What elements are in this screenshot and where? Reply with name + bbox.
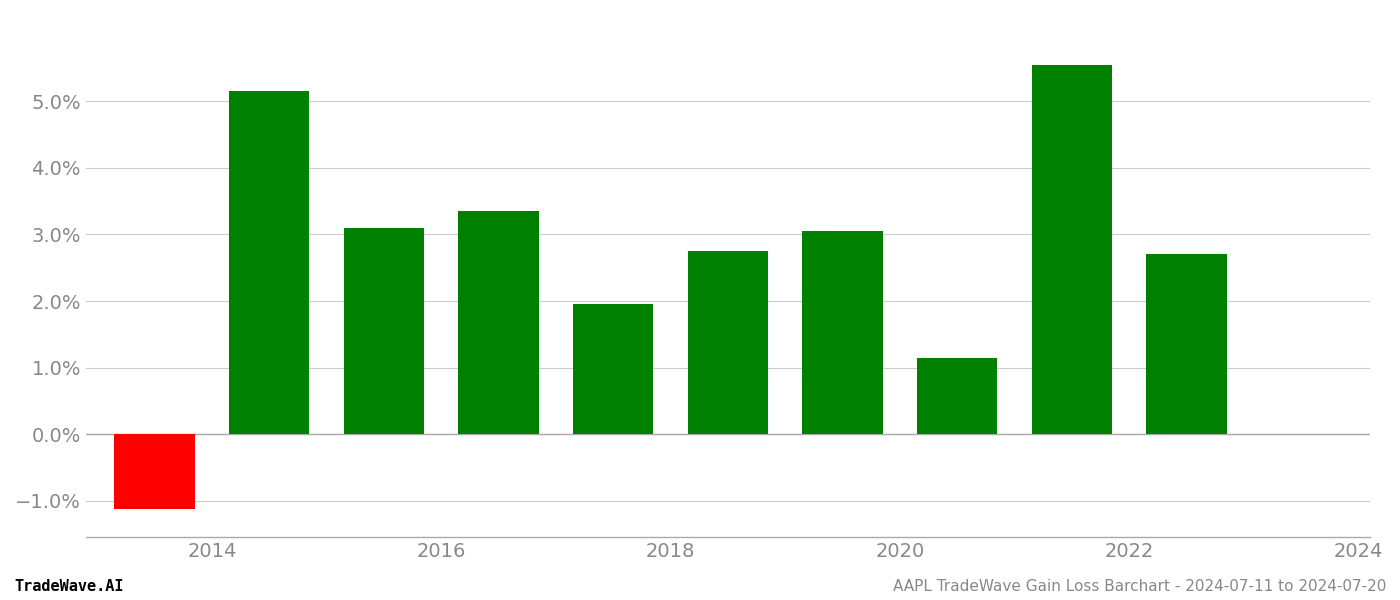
Bar: [802, 231, 882, 434]
Text: AAPL TradeWave Gain Loss Barchart - 2024-07-11 to 2024-07-20: AAPL TradeWave Gain Loss Barchart - 2024…: [893, 579, 1386, 594]
Bar: [1147, 254, 1226, 434]
Bar: [458, 211, 539, 434]
Bar: [573, 304, 654, 434]
Bar: [344, 228, 424, 434]
Bar: [115, 434, 195, 509]
Bar: [687, 251, 769, 434]
Bar: [1032, 65, 1112, 434]
Bar: [230, 91, 309, 434]
Text: TradeWave.AI: TradeWave.AI: [14, 579, 123, 594]
Bar: [917, 358, 997, 434]
